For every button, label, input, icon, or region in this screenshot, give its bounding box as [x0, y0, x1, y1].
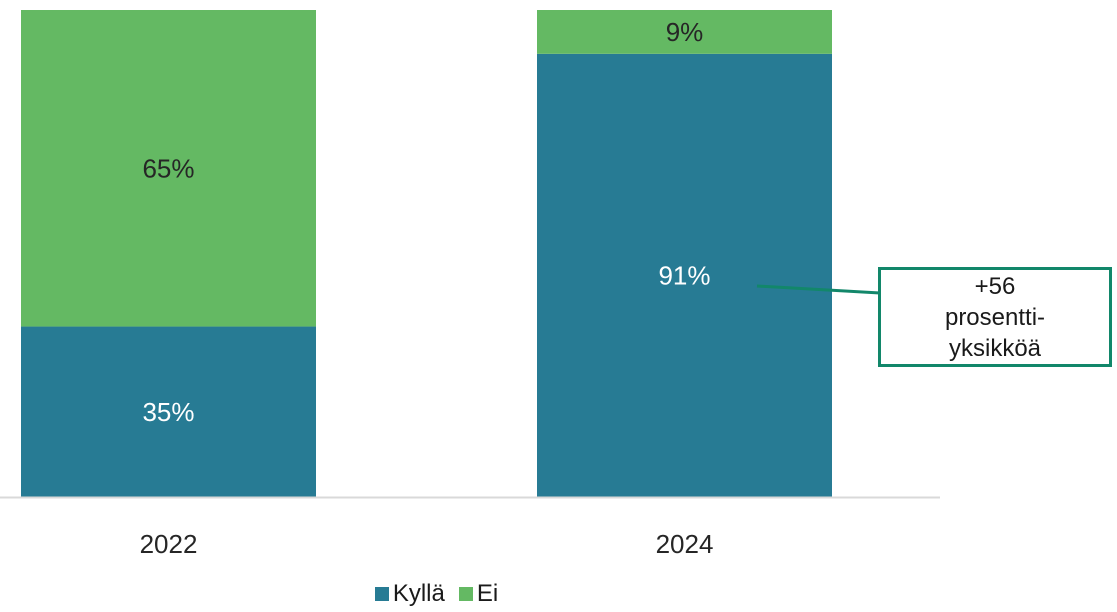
data-label-ei-2024: 9%	[666, 17, 704, 47]
legend-item-ei: Ei	[458, 580, 499, 608]
annotation-connector	[756, 284, 881, 295]
legend-item-kylla: Kyllä	[374, 580, 445, 608]
data-label-kyll-2024: 91%	[658, 260, 710, 290]
data-label-ei-2022: 65%	[142, 153, 194, 183]
bar-ei-2022	[21, 10, 316, 327]
legend-swatch-ei	[458, 587, 473, 601]
x-tick-label-2024: 2024	[656, 529, 714, 559]
annotation-text: +56 prosentti-yksikköä	[944, 272, 1046, 362]
legend-label-kylla: Kyllä	[392, 580, 445, 607]
bar-ei-2024	[537, 10, 832, 54]
bar-kyll-2022	[21, 326, 316, 497]
x-tick-label-2022: 2022	[140, 529, 198, 559]
legend: Kyllä Ei	[0, 580, 995, 608]
legend-swatch-kylla	[374, 587, 389, 601]
legend-label-ei: Ei	[476, 580, 499, 607]
annotation-callout: +56 prosentti-yksikköä	[878, 267, 1112, 367]
data-label-kyll-2022: 35%	[142, 397, 194, 427]
bar-kyll-2024	[537, 53, 832, 498]
